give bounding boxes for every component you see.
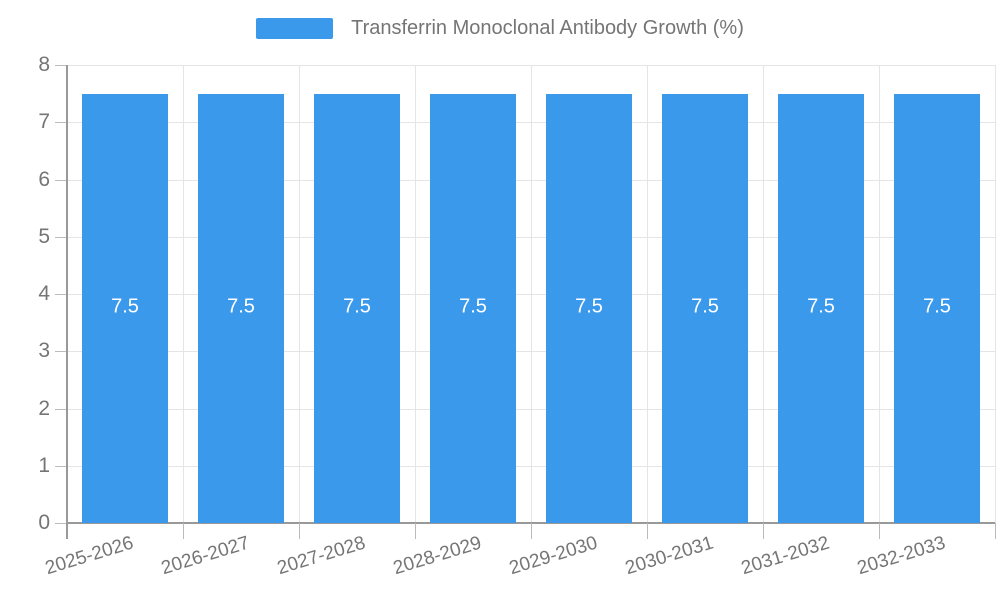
x-axis-tick [531, 523, 532, 539]
y-tick-label: 3 [38, 339, 50, 363]
y-axis-tick [55, 465, 67, 467]
x-gridline [647, 65, 648, 523]
y-tick-label: 4 [38, 282, 50, 305]
x-axis-tick [299, 523, 300, 539]
bar: 7.5 [314, 93, 400, 523]
bar-value-label: 7.5 [111, 295, 139, 318]
x-axis-tick [995, 523, 996, 539]
legend-label: Transferrin Monoclonal Antibody Growth (… [351, 17, 744, 39]
bar-value-label: 7.5 [807, 295, 835, 318]
y-axis-tick [55, 294, 67, 295]
bar: 7.5 [546, 93, 632, 523]
chart-legend[interactable]: Transferrin Monoclonal Antibody Growth (… [0, 17, 1000, 40]
bar-value-label: 7.5 [575, 295, 603, 318]
x-axis-tick [647, 523, 648, 539]
bar-value-label: 7.5 [227, 295, 255, 318]
x-gridline [183, 65, 184, 523]
x-axis-tick [183, 523, 184, 539]
y-axis-line [66, 65, 68, 539]
y-tick-label: 6 [38, 167, 50, 191]
y-tick-label: 7 [38, 110, 50, 134]
y-axis-tick [55, 408, 67, 410]
bar: 7.5 [430, 93, 516, 523]
y-tick-label: 5 [38, 224, 50, 248]
y-axis-tick [55, 523, 67, 524]
bar-value-label: 7.5 [923, 295, 951, 318]
x-axis-tick [763, 523, 764, 539]
y-tick-label: 0 [38, 511, 50, 534]
y-axis-tick [55, 122, 67, 124]
x-gridline [879, 65, 880, 523]
x-axis-tick [415, 523, 416, 539]
y-axis-tick [55, 236, 67, 238]
bar: 7.5 [82, 93, 168, 523]
bar: 7.5 [662, 93, 748, 523]
x-axis-tick [879, 523, 880, 539]
x-gridline [763, 65, 764, 523]
bar: 7.5 [198, 93, 284, 523]
bar-value-label: 7.5 [459, 295, 487, 318]
legend-swatch-icon [256, 18, 334, 39]
bar-value-label: 7.5 [343, 295, 371, 318]
y-axis-tick [55, 65, 67, 66]
bar: 7.5 [778, 93, 864, 523]
bar: 7.5 [894, 93, 980, 523]
x-gridline [415, 65, 416, 523]
y-tick-label: 8 [38, 53, 50, 76]
x-gridline [995, 65, 996, 523]
y-axis-tick [55, 351, 67, 353]
bar-value-label: 7.5 [691, 295, 719, 318]
x-gridline [531, 65, 532, 523]
y-axis-tick [55, 179, 67, 181]
y-tick-label: 2 [38, 396, 50, 420]
y-tick-label: 1 [38, 453, 50, 477]
x-gridline [299, 65, 300, 523]
